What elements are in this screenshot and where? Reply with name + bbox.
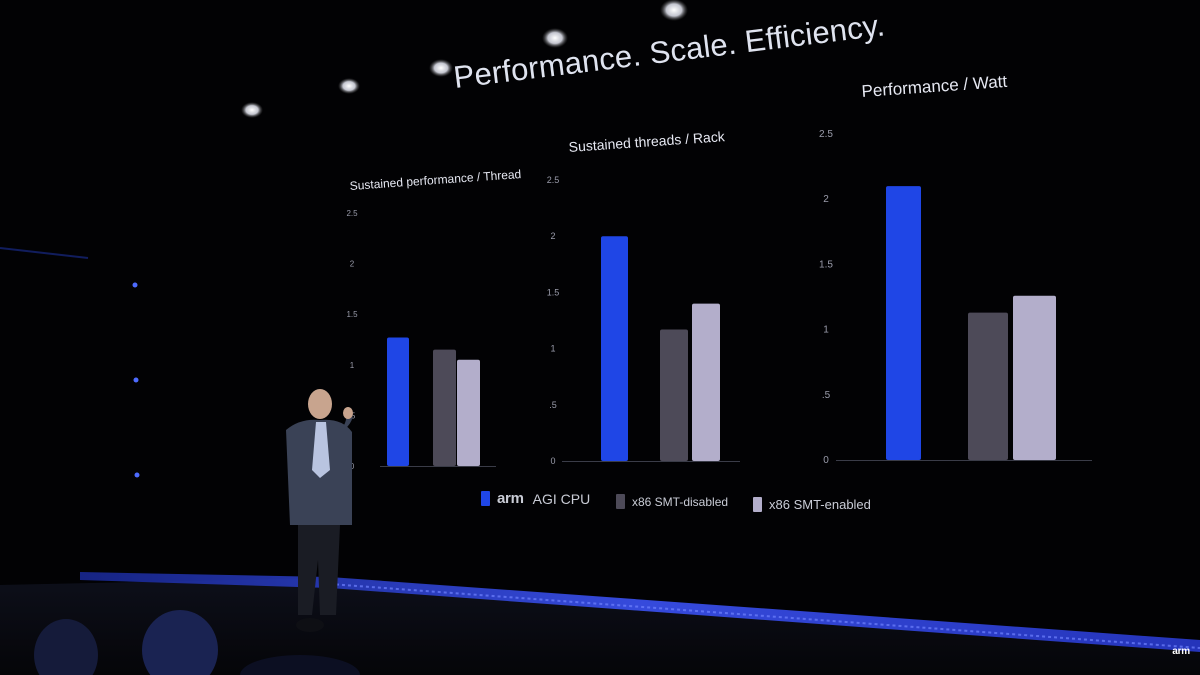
spotlight [338,78,360,94]
spotlight [241,102,263,118]
legend-swatch [481,491,490,506]
spotlight [660,0,688,21]
chart-title: Sustained threads / Rack [568,128,726,155]
spotlight [542,28,568,48]
bar-x86-smt-disabled [433,349,456,466]
bar-arm-agi-cpu [601,236,628,461]
stage-edge [329,583,1200,649]
y-tick-label: 2 [823,194,829,205]
presenter [286,389,353,632]
bar-x86-smt-disabled [968,312,1008,460]
y-tick-label: 1 [350,361,355,370]
legend-label: x86 SMT-disabled [632,494,729,509]
y-tick-label: 0 [350,462,355,471]
y-tick-label: 1.5 [819,259,833,270]
legend-item-x86-smt-disabled: x86 SMT-disabled [616,494,728,509]
side-light [132,282,138,288]
side-light [133,377,139,383]
y-tick-label: 1 [550,344,555,354]
bar-x86-smt-enabled [692,303,720,461]
bar-x86-smt-enabled [1013,295,1056,460]
legend-label: x86 SMT-enabled [769,497,871,512]
y-tick-label: 1 [823,325,829,336]
legend-item-arm-agi-cpu: arm AGI CPU [481,490,590,507]
chart-performance-per-watt: Performance / Watt 0 .5 1 1.5 2 2.5 [819,72,1092,466]
y-tick-label: 2.5 [547,175,560,185]
stage-led-strip [80,572,1200,652]
y-tick-label: 1.5 [346,310,358,319]
side-led-bar [0,247,89,259]
y-tick-label: 2 [550,231,555,241]
legend-item-x86-smt-enabled: x86 SMT-enabled [753,497,871,512]
bar-x86-smt-disabled [660,329,688,461]
y-tick-label: .5 [822,390,831,401]
arm-watermark-logo: arm [1172,646,1190,657]
y-tick-label: 0 [550,456,555,466]
chart-sustained-performance-per-thread: Sustained performance / Thread0.511.522.… [346,167,521,471]
legend-swatch [616,494,625,509]
y-tick-label: 2.5 [819,129,833,140]
y-tick-label: 0 [823,455,829,466]
legend-label: AGI CPU [532,490,591,507]
y-tick-label: 1.5 [547,287,560,297]
chart-title: Sustained performance / Thread [349,167,521,193]
bar-x86-smt-enabled [457,359,480,466]
audience [34,610,360,675]
y-tick-label: .5 [549,400,557,410]
side-light [134,472,140,478]
chart-sustained-threads-per-rack: Sustained threads / Rack 0 .5 1 1.5 2 2.5 [547,128,740,466]
arm-logo: arm [497,490,524,507]
bar-arm-agi-cpu [886,186,921,460]
spotlight [429,59,453,77]
y-tick-label: 2.5 [346,209,358,218]
chart-title: Performance / Watt [861,72,1008,101]
y-tick-label: 2 [350,260,355,269]
legend-swatch [753,497,762,512]
bar-arm-agi-cpu [387,337,409,466]
